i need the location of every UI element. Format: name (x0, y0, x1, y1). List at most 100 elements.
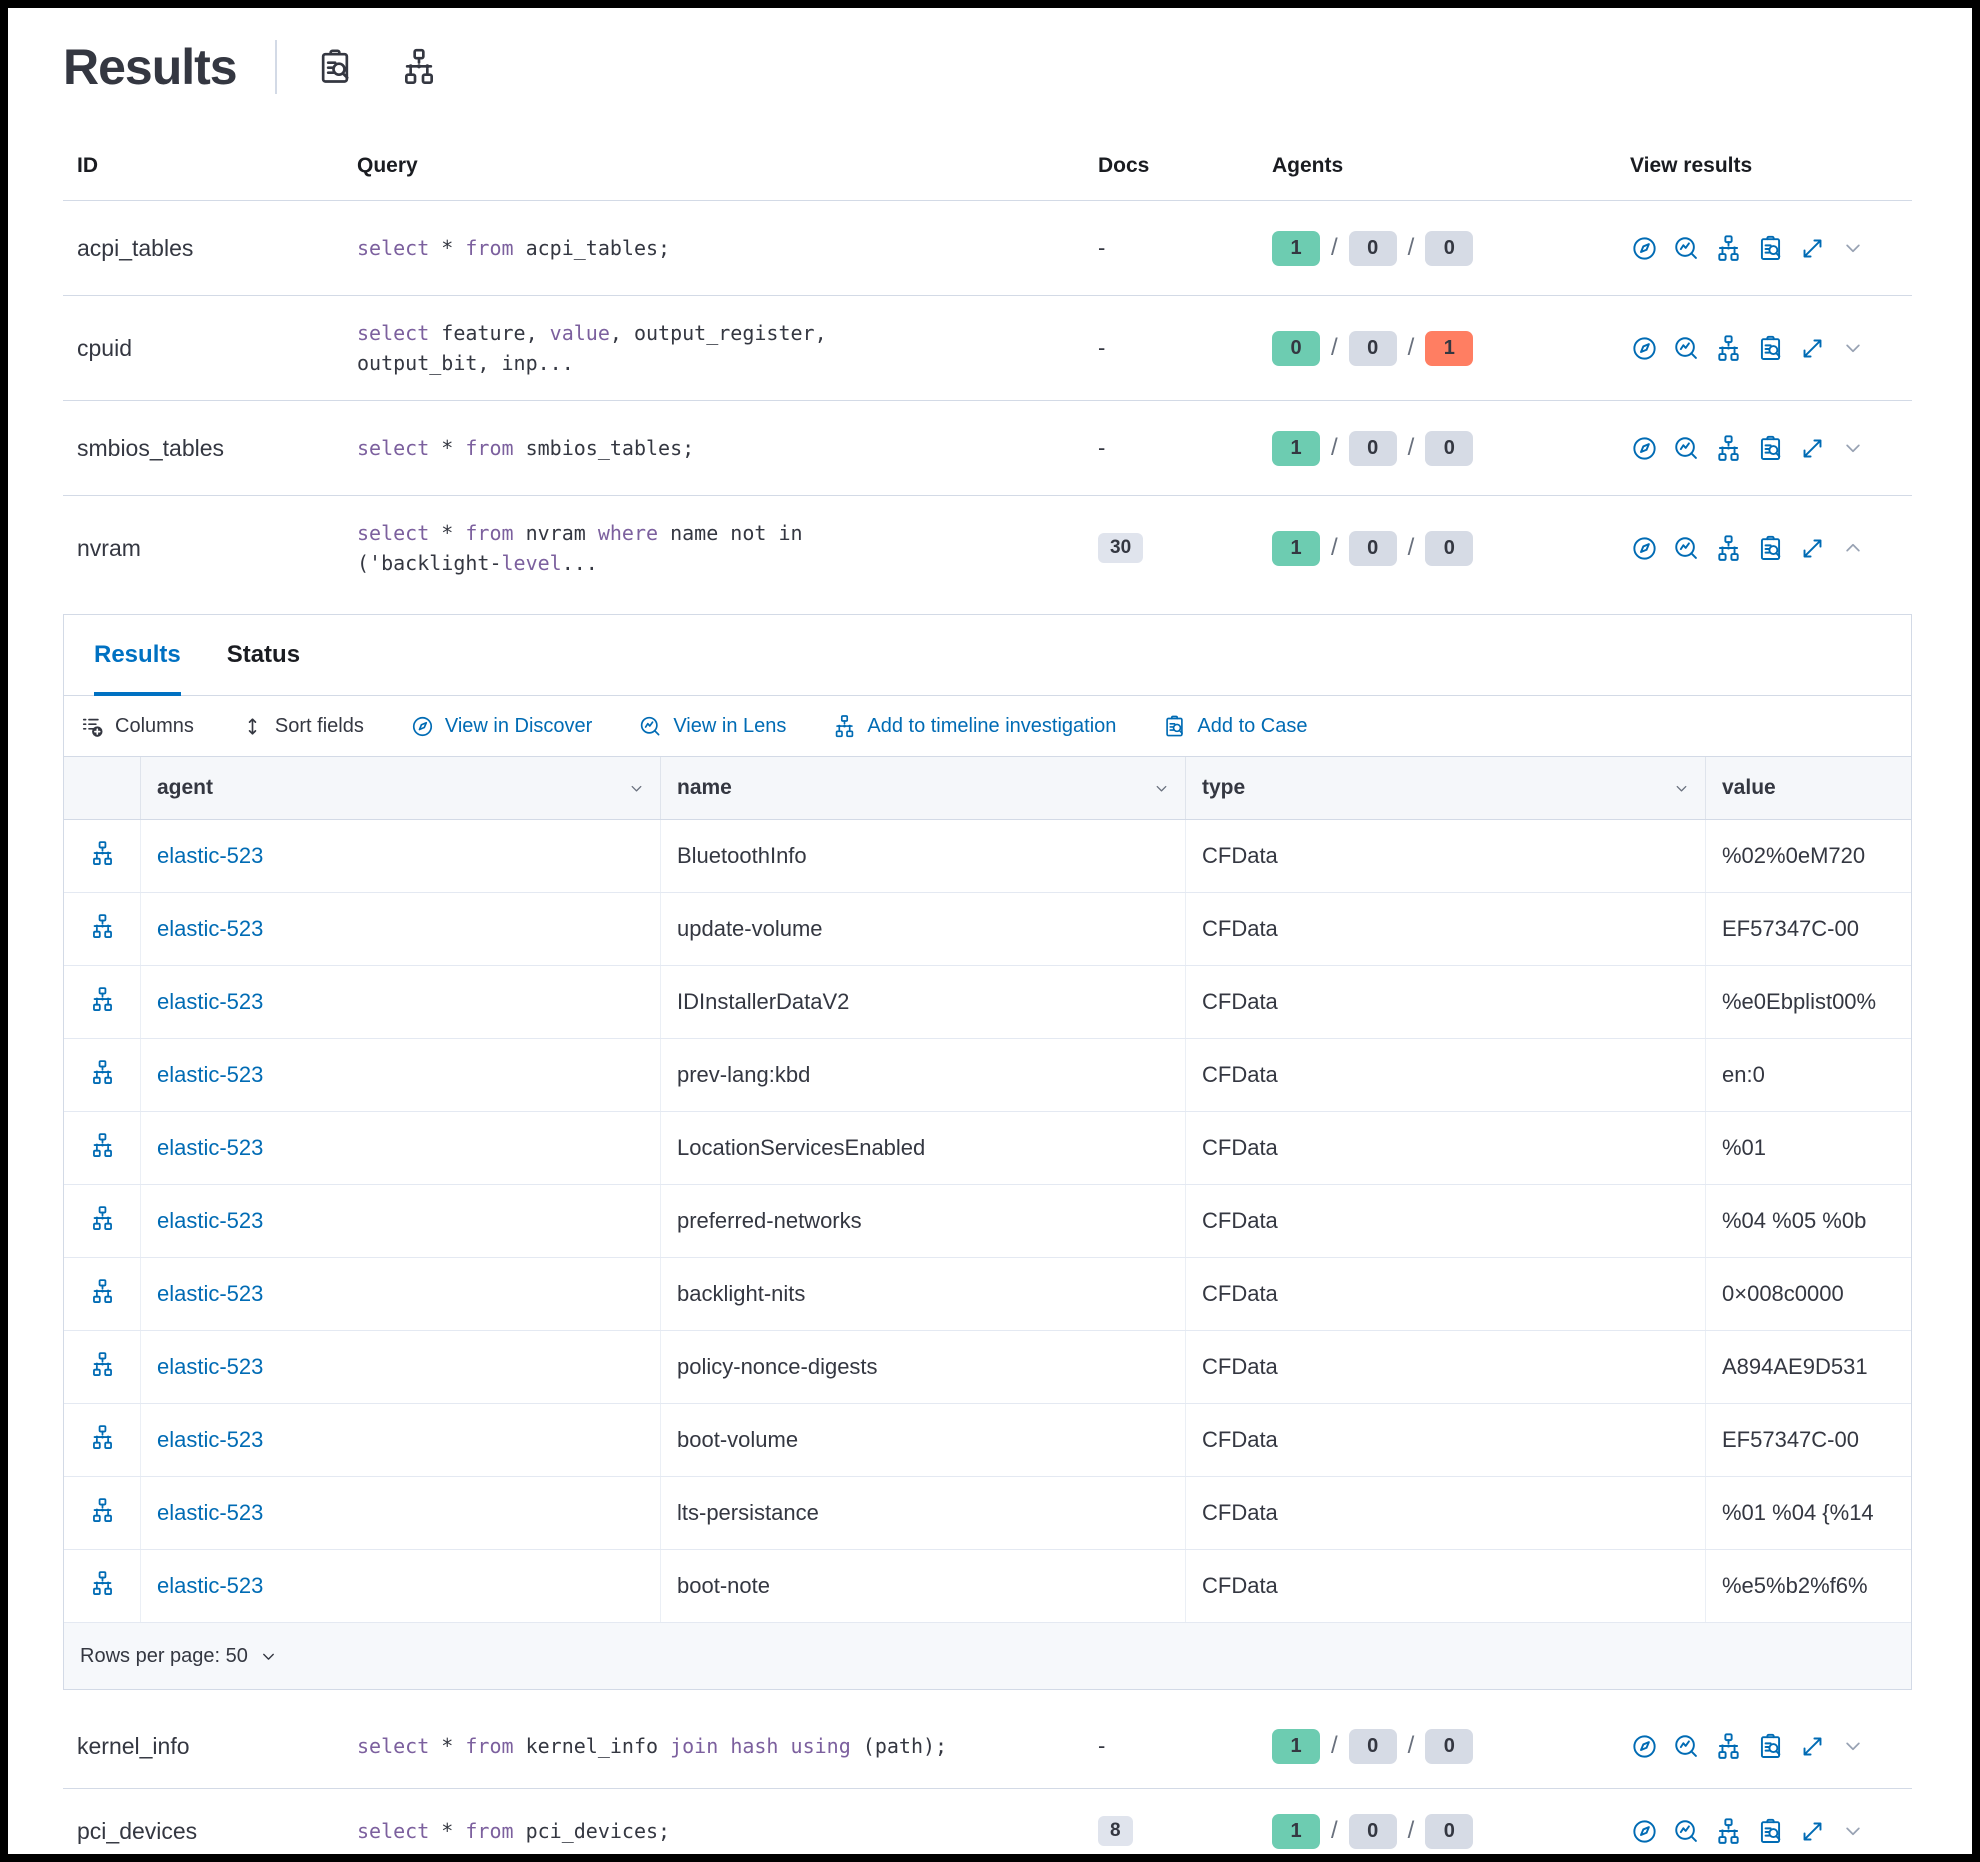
timeline-icon[interactable] (89, 1059, 116, 1092)
case-icon[interactable] (1756, 434, 1785, 463)
expand-icon[interactable] (1798, 434, 1827, 463)
timeline-icon[interactable] (89, 840, 116, 873)
agent-link[interactable]: elastic-523 (157, 1427, 263, 1453)
docs-cell: - (1090, 235, 1272, 261)
case-icon[interactable] (1756, 1732, 1785, 1761)
agent-link[interactable]: elastic-523 (157, 916, 263, 942)
discover-icon[interactable] (1630, 334, 1659, 363)
agent-link[interactable]: elastic-523 (157, 1208, 263, 1234)
agents-pending-badge: 0 (1349, 531, 1397, 566)
expand-icon[interactable] (1798, 534, 1827, 563)
case-icon[interactable] (1756, 1817, 1785, 1846)
chevron-down-icon[interactable] (1152, 779, 1171, 798)
agent-link[interactable]: elastic-523 (157, 1062, 263, 1088)
name-cell: LocationServicesEnabled (661, 1112, 1186, 1184)
toolbar-sort-fields[interactable]: Sort fields (240, 714, 364, 739)
case-icon[interactable] (1756, 334, 1785, 363)
chevron-down-icon[interactable] (258, 1646, 279, 1667)
case-icon[interactable] (1756, 234, 1785, 263)
discover-icon[interactable] (1630, 434, 1659, 463)
query-id: pci_devices (63, 1818, 357, 1845)
query-line: select * from nvram where name not in (357, 518, 1090, 548)
agents-cell: 1/0/0 (1272, 1729, 1630, 1764)
timeline-icon[interactable] (1714, 334, 1743, 363)
timeline-icon[interactable] (89, 1351, 116, 1384)
toolbar-view-in-discover[interactable]: View in Discover (410, 714, 592, 739)
row-expand-chevron[interactable] (1840, 235, 1866, 261)
case-icon[interactable] (1756, 534, 1785, 563)
toolbar-columns[interactable]: Columns (80, 714, 194, 739)
expand-icon[interactable] (1798, 1732, 1827, 1761)
row-expand-chevron[interactable] (1840, 1818, 1866, 1844)
value-cell: 0×008c0000 (1706, 1258, 1911, 1330)
expand-icon[interactable] (1798, 1817, 1827, 1846)
agents-failed-badge: 0 (1425, 431, 1473, 466)
agent-link[interactable]: elastic-523 (157, 989, 263, 1015)
value-cell: %02%0eM720 (1706, 820, 1911, 892)
discover-icon[interactable] (1630, 234, 1659, 263)
row-actions-cell (64, 820, 141, 892)
timeline-icon[interactable] (89, 913, 116, 946)
timeline-icon[interactable] (1714, 534, 1743, 563)
view-results-cell (1630, 534, 1912, 563)
row-expand-chevron[interactable] (1840, 435, 1866, 461)
case-icon[interactable] (315, 47, 355, 87)
lens-icon[interactable] (1672, 534, 1701, 563)
timeline-icon[interactable] (89, 1424, 116, 1457)
discover-icon[interactable] (1630, 1817, 1659, 1846)
lens-icon[interactable] (1672, 334, 1701, 363)
toolbar-add-to-case[interactable]: Add to Case (1162, 714, 1307, 739)
type-cell: CFData (1186, 1039, 1706, 1111)
agent-link[interactable]: elastic-523 (157, 1500, 263, 1526)
result-row: elastic-523update-volumeCFDataEF57347C-0… (64, 893, 1911, 966)
toolbar-view-in-lens[interactable]: View in Lens (638, 714, 786, 739)
sql-text: name not in (658, 521, 803, 545)
timeline-icon[interactable] (89, 1205, 116, 1238)
agent-link[interactable]: elastic-523 (157, 1354, 263, 1380)
result-row: elastic-523policy-nonce-digestsCFDataA89… (64, 1331, 1911, 1404)
lens-icon[interactable] (1672, 1817, 1701, 1846)
timeline-icon[interactable] (89, 1278, 116, 1311)
toolbar-add-to-timeline-investigation[interactable]: Add to timeline investigation (832, 714, 1116, 739)
agent-link[interactable]: elastic-523 (157, 1573, 263, 1599)
agent-link[interactable]: elastic-523 (157, 1135, 263, 1161)
expand-icon[interactable] (1798, 334, 1827, 363)
result-row: elastic-523prev-lang:kbdCFDataen:0 (64, 1039, 1911, 1112)
tab-status[interactable]: Status (227, 615, 300, 695)
row-expand-chevron[interactable] (1840, 535, 1866, 561)
tab-results[interactable]: Results (94, 615, 181, 695)
lens-icon[interactable] (1672, 1732, 1701, 1761)
discover-icon[interactable] (1630, 1732, 1659, 1761)
expand-icon[interactable] (1798, 234, 1827, 263)
agents-cell: 1/0/0 (1272, 531, 1630, 566)
row-expand-chevron[interactable] (1840, 1733, 1866, 1759)
timeline-icon[interactable] (399, 47, 439, 87)
timeline-icon[interactable] (89, 1497, 116, 1530)
results-grid: agentnametypevalue elastic-523BluetoothI… (64, 756, 1911, 1689)
timeline-icon[interactable] (89, 1570, 116, 1603)
agent-link[interactable]: elastic-523 (157, 1281, 263, 1307)
column-header-type[interactable]: type (1186, 757, 1706, 819)
timeline-icon[interactable] (1714, 1817, 1743, 1846)
lens-icon[interactable] (1672, 234, 1701, 263)
discover-icon[interactable] (1630, 534, 1659, 563)
chevron-down-icon[interactable] (627, 779, 646, 798)
agents-failed-badge: 0 (1425, 1729, 1473, 1764)
timeline-icon[interactable] (1714, 234, 1743, 263)
timeline-icon[interactable] (89, 986, 116, 1019)
timeline-icon[interactable] (1714, 1732, 1743, 1761)
row-actions-cell (64, 1404, 141, 1476)
sql-keyword: join (670, 1734, 718, 1758)
rows-per-page[interactable]: Rows per page: 50 (80, 1645, 248, 1668)
sql-text: ... (562, 551, 598, 575)
lens-icon[interactable] (1672, 434, 1701, 463)
timeline-icon[interactable] (89, 1132, 116, 1165)
column-header-agent[interactable]: agent (141, 757, 661, 819)
column-header-name[interactable]: name (661, 757, 1186, 819)
agent-link[interactable]: elastic-523 (157, 843, 263, 869)
timeline-icon[interactable] (1714, 434, 1743, 463)
column-header-value[interactable]: value (1706, 757, 1911, 819)
page-header: Results (8, 8, 1972, 102)
row-expand-chevron[interactable] (1840, 335, 1866, 361)
chevron-down-icon[interactable] (1672, 779, 1691, 798)
